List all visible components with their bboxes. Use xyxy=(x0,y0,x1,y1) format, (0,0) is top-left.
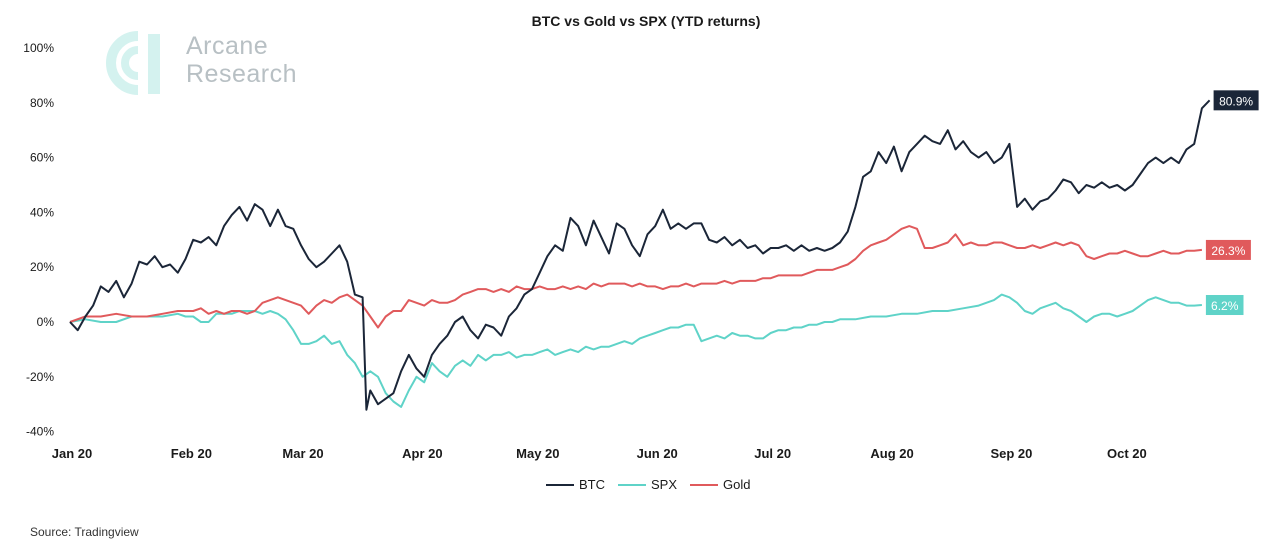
y-tick-label: -40% xyxy=(26,425,54,439)
x-tick-label: May 20 xyxy=(516,446,559,461)
chart-title: BTC vs Gold vs SPX (YTD returns) xyxy=(532,13,761,29)
y-tick-label: 0% xyxy=(37,315,55,329)
series-line-spx xyxy=(69,293,1202,408)
series-layer xyxy=(69,99,1211,411)
y-tick-label: 100% xyxy=(23,41,54,55)
logo-text: Arcane Research xyxy=(186,32,297,88)
y-tick-label: 80% xyxy=(30,96,54,110)
end-label-gold: 26.3% xyxy=(1211,244,1245,258)
y-tick-label: -20% xyxy=(26,370,54,384)
x-tick-label: Mar 20 xyxy=(282,446,323,461)
legend-label-gold: Gold xyxy=(723,477,750,492)
x-tick-label: Feb 20 xyxy=(171,446,212,461)
logo-line-2: Research xyxy=(186,60,297,88)
logo-line-1: Arcane xyxy=(186,32,269,60)
source-note: Source: Tradingview xyxy=(30,525,139,539)
arcane-research-logo: Arcane Research xyxy=(104,30,324,96)
y-tick-label: 60% xyxy=(30,151,54,165)
legend: BTC SPX Gold xyxy=(546,477,750,492)
arcane-logo-mark xyxy=(106,31,160,95)
x-axis: Jan 20 Feb 20 Mar 20 Apr 20 May 20 Jun 20 Jul … xyxy=(52,446,1147,461)
x-tick-label: Oct 20 xyxy=(1107,446,1147,461)
end-label-box-gold xyxy=(1205,239,1251,260)
end-label-btc: 80.9% xyxy=(1219,94,1253,108)
x-tick-label: Sep 20 xyxy=(990,446,1032,461)
series-line-gold xyxy=(69,225,1203,329)
x-tick-label: Apr 20 xyxy=(402,446,442,461)
y-axis: 100% 80% 60% 40% 20% 0% -20% -40% xyxy=(23,41,54,439)
end-label-box-spx xyxy=(1205,295,1244,316)
y-tick-label: 20% xyxy=(30,260,54,274)
x-tick-label: Jan 20 xyxy=(52,446,92,461)
legend-label-btc: BTC xyxy=(579,477,605,492)
end-labels: 80.9% 6.2% 26.3% xyxy=(1205,90,1259,316)
end-label-box-btc xyxy=(1213,90,1259,111)
x-tick-label: Aug 20 xyxy=(870,446,913,461)
legend-label-spx: SPX xyxy=(651,477,677,492)
series-line-btc xyxy=(69,99,1211,411)
end-label-spx: 6.2% xyxy=(1211,299,1239,313)
x-tick-label: Jul 20 xyxy=(754,446,791,461)
x-tick-label: Jun 20 xyxy=(637,446,678,461)
y-tick-label: 40% xyxy=(30,205,54,219)
